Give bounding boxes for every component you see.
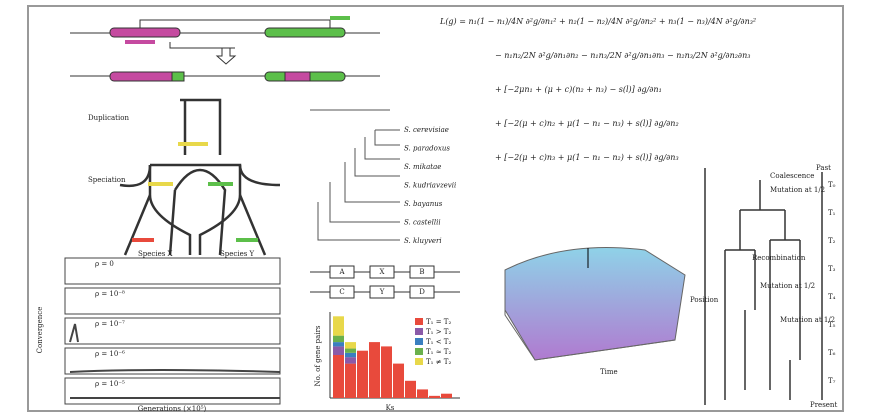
box-label: A (338, 268, 345, 276)
label: Coalescence (770, 172, 814, 180)
species-label: S. mikatae (404, 163, 441, 171)
bar (345, 353, 356, 357)
label: Mutation at 1/2 (760, 282, 815, 290)
bar (357, 351, 368, 398)
bar (333, 342, 344, 346)
bar (333, 346, 344, 355)
bar (369, 342, 380, 398)
legend-label: T₁ ≠ T₂ (426, 358, 451, 366)
axis-label: Convergence (36, 307, 44, 354)
legend-swatch (415, 318, 423, 325)
bar (345, 342, 356, 348)
axis-label: Ks (386, 404, 395, 412)
bar (429, 396, 440, 398)
bar (345, 364, 356, 398)
legend-swatch (415, 338, 423, 345)
bar (381, 346, 392, 398)
bar (333, 355, 344, 398)
label: Speciation (88, 176, 126, 184)
bar (417, 389, 428, 398)
species-label: S. bayanus (404, 200, 443, 208)
bar (393, 364, 404, 398)
box-label: Y (379, 288, 385, 296)
legend-label: T₁ = T₂ (426, 318, 451, 326)
figure: Duplication Speciation Species X Species… (0, 0, 871, 415)
equation-line: L(g) = n₁(1 − n₁)/4N ∂²g/∂n₁² + n₂(1 − n… (439, 17, 756, 26)
label: Mutation at 1/2 (780, 316, 835, 324)
bar (441, 394, 452, 398)
equation-line: − n₁n₂/2N ∂²g/∂n₁∂n₂ − n₁n₃/2N ∂²g/∂n₁∂n… (495, 51, 750, 60)
bar (333, 316, 344, 335)
time-label: T₂ (828, 237, 836, 245)
equation-line: + [−2(μ + c)n₃ + μ(1 − n₁ − n₂) + s(l)] … (495, 153, 679, 162)
time-label: T₄ (828, 293, 836, 301)
label: Species Y (220, 250, 255, 258)
legend-label: T₁ < T₂ (426, 338, 451, 346)
time-label: T₁ (828, 209, 836, 217)
bar (345, 349, 356, 353)
legend-label: T₁ ≈ T₂ (426, 348, 451, 356)
axis-label: Generations (×10⁵) (138, 405, 207, 413)
label: Past (816, 164, 831, 172)
legend-swatch (415, 348, 423, 355)
axis-label: Position (690, 296, 719, 304)
bar (333, 336, 344, 342)
equation-line: + [−2μn₁ + (μ + c)(n₂ + n₃) − s(l)] ∂g/∂… (495, 85, 662, 94)
panel-label: ρ = 10⁻⁶ (95, 350, 125, 358)
species-label: S. kudriavzevii (404, 182, 456, 190)
box-label: X (380, 268, 385, 276)
label: Recombination (752, 254, 806, 262)
species-label: S. castellii (404, 219, 441, 227)
legend-label: T₁ > T₂ (426, 328, 451, 336)
species-label: S. cerevisiae (404, 126, 449, 134)
box-label: C (339, 288, 344, 296)
panel-label: ρ = 0 (95, 260, 114, 268)
time-label: T₀ (828, 181, 836, 189)
time-label: T₇ (828, 377, 836, 385)
panel-label: ρ = 10⁻⁷ (95, 320, 125, 328)
time-label: T₃ (828, 265, 836, 273)
time-label: T₆ (828, 349, 836, 357)
bar (405, 381, 416, 398)
species-label: S. kluyveri (404, 237, 442, 245)
legend-swatch (415, 328, 423, 335)
label: Species X (138, 250, 173, 258)
legend-swatch (415, 358, 423, 365)
bar (345, 357, 356, 363)
equation-line: + [−2(μ + c)n₂ + μ(1 − n₁ − n₃) + s(l)] … (495, 119, 679, 128)
label: Mutation at 1/2 (770, 186, 825, 194)
species-label: S. paradoxus (404, 145, 450, 153)
box-label: D (419, 288, 425, 296)
box-label: B (419, 268, 424, 276)
panel-label: ρ = 10⁻⁸ (95, 290, 125, 298)
label: Present (810, 401, 837, 409)
panel-label: ρ = 10⁻⁵ (95, 380, 125, 388)
time-label: T₅ (828, 321, 836, 329)
axis-label: No. of gene pairs (314, 325, 322, 386)
axis-label: Time (600, 368, 618, 376)
label: Duplication (88, 114, 129, 122)
